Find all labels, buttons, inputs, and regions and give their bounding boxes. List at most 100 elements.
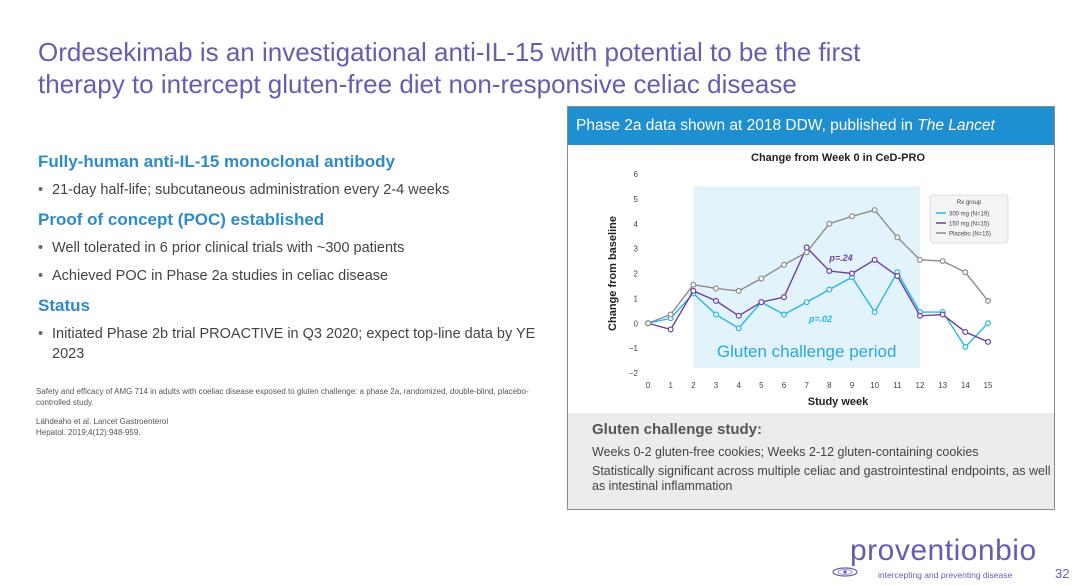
reference-citation-line2: Hepatol. 2019;4(12):948-959. xyxy=(36,428,141,437)
x-tick-label: 3 xyxy=(714,381,719,390)
data-point xyxy=(667,326,674,333)
title-line-2: therapy to intercept gluten-free diet no… xyxy=(38,69,797,99)
y-tick-label: 0 xyxy=(634,319,639,328)
data-point xyxy=(690,281,697,288)
company-logo: proventionbio intercepting and preventin… xyxy=(832,534,1052,580)
panel-header: Phase 2a data shown at 2018 DDW, publish… xyxy=(568,107,1054,145)
x-tick-label: 5 xyxy=(759,381,764,390)
data-point xyxy=(962,343,969,350)
slide-title: Ordesekimab is an investigational anti-I… xyxy=(38,36,938,100)
x-tick-label: 13 xyxy=(938,381,947,390)
data-point xyxy=(781,261,788,268)
data-point xyxy=(644,320,651,327)
x-tick-label: 14 xyxy=(961,381,970,390)
chart-area: Gluten challenge period Change from Week … xyxy=(568,145,1054,413)
logo-tagline: intercepting and preventing disease xyxy=(878,570,1013,580)
panel-footer: Gluten challenge study: Weeks 0-2 gluten… xyxy=(568,413,1054,509)
logo-wordmark: proventionbio xyxy=(850,534,1037,567)
x-tick-label: 6 xyxy=(782,381,787,390)
reference-citation: Lähdeaho et al. Lancet Gastroenterol Hep… xyxy=(36,416,536,438)
x-tick-label: 12 xyxy=(916,381,925,390)
legend-entry: 150 mg (N=15) xyxy=(949,222,989,228)
p-value-annotation: p=.02 xyxy=(808,314,832,324)
data-point xyxy=(871,256,878,263)
y-tick-label: 1 xyxy=(634,294,639,303)
data-point xyxy=(735,287,742,294)
bullets-status: Initiated Phase 2b trial PROACTIVE in Q3… xyxy=(38,324,550,364)
panel-header-journal: The Lancet xyxy=(917,117,995,134)
data-point xyxy=(917,256,924,263)
x-tick-label: 9 xyxy=(850,381,855,390)
phase2a-panel: Phase 2a data shown at 2018 DDW, publish… xyxy=(567,106,1055,510)
shaded-region xyxy=(693,186,920,369)
series-line-1 xyxy=(647,270,989,349)
data-point xyxy=(826,220,833,227)
y-tick-label: −2 xyxy=(629,369,639,378)
data-point xyxy=(917,312,924,319)
data-point xyxy=(803,244,810,251)
data-point xyxy=(849,213,856,220)
data-point xyxy=(962,328,969,335)
bullet-item: Achieved POC in Phase 2a studies in celi… xyxy=(38,266,550,286)
data-point xyxy=(735,325,742,332)
y-tick-label: 6 xyxy=(634,170,639,179)
x-axis-label: Study week xyxy=(808,396,869,408)
data-point xyxy=(985,297,992,304)
bullet-item: Well tolerated in 6 prior clinical trial… xyxy=(38,238,550,258)
data-point xyxy=(985,338,992,345)
data-point xyxy=(667,311,674,318)
p-value-annotation: p=.24 xyxy=(828,253,852,263)
title-line-1: Ordesekimab is an investigational anti-I… xyxy=(38,37,861,67)
shaded-region-label: Gluten challenge period xyxy=(717,342,897,361)
data-point xyxy=(826,268,833,275)
data-point xyxy=(894,272,901,279)
x-tick-label: 1 xyxy=(668,381,673,390)
logo-swirl-icon xyxy=(832,567,858,577)
series-line-3 xyxy=(647,209,989,324)
x-tick-label: 2 xyxy=(691,381,696,390)
data-point xyxy=(939,258,946,265)
footer-line-2: Statistically significant across multipl… xyxy=(592,464,1051,493)
data-point xyxy=(781,311,788,318)
data-point xyxy=(735,312,742,319)
data-point xyxy=(713,297,720,304)
left-column: Fully-human anti-IL-15 monoclonal antibo… xyxy=(38,152,550,374)
data-point xyxy=(849,270,856,277)
references: Safety and efficacy of AMG 714 in adults… xyxy=(36,386,536,446)
data-point xyxy=(713,285,720,292)
data-point xyxy=(871,309,878,316)
footer-heading: Gluten challenge study: xyxy=(592,421,763,438)
section-heading-antibody: Fully-human anti-IL-15 monoclonal antibo… xyxy=(38,152,396,171)
data-point xyxy=(758,275,765,282)
panel-header-text: Phase 2a data shown at 2018 DDW, publish… xyxy=(576,117,918,134)
data-point xyxy=(690,287,697,294)
y-axis-label: Change from baseline xyxy=(607,216,619,331)
data-point xyxy=(803,299,810,306)
y-tick-label: −1 xyxy=(629,344,639,353)
bullet-item: 21-day half-life; subcutaneous administr… xyxy=(38,180,550,200)
x-tick-label: 11 xyxy=(893,381,902,390)
legend-title: Rx group xyxy=(957,200,982,206)
data-point xyxy=(781,294,788,301)
legend-box xyxy=(929,194,1009,244)
data-point xyxy=(713,311,720,318)
y-tick-label: 5 xyxy=(634,195,639,204)
footer-line-1: Weeks 0-2 gluten-free cookies; Weeks 2-1… xyxy=(592,445,979,459)
legend-entry: 300 mg (N=19) xyxy=(949,212,989,218)
data-point xyxy=(758,299,765,306)
reference-study: Safety and efficacy of AMG 714 in adults… xyxy=(36,387,529,407)
x-tick-label: 4 xyxy=(736,381,741,390)
data-point xyxy=(894,234,901,241)
data-point xyxy=(871,207,878,214)
x-tick-label: 8 xyxy=(827,381,832,390)
series-line-2 xyxy=(647,246,989,343)
data-point xyxy=(985,320,992,327)
chart-title: Change from Week 0 in CeD-PRO xyxy=(751,152,925,164)
bullet-item: Initiated Phase 2b trial PROACTIVE in Q3… xyxy=(38,324,550,364)
bullets-poc: Well tolerated in 6 prior clinical trial… xyxy=(38,238,550,286)
x-tick-label: 0 xyxy=(646,381,651,390)
data-point xyxy=(962,269,969,276)
x-tick-label: 15 xyxy=(984,381,993,390)
data-point xyxy=(803,249,810,256)
bullets-antibody: 21-day half-life; subcutaneous administr… xyxy=(38,180,550,200)
